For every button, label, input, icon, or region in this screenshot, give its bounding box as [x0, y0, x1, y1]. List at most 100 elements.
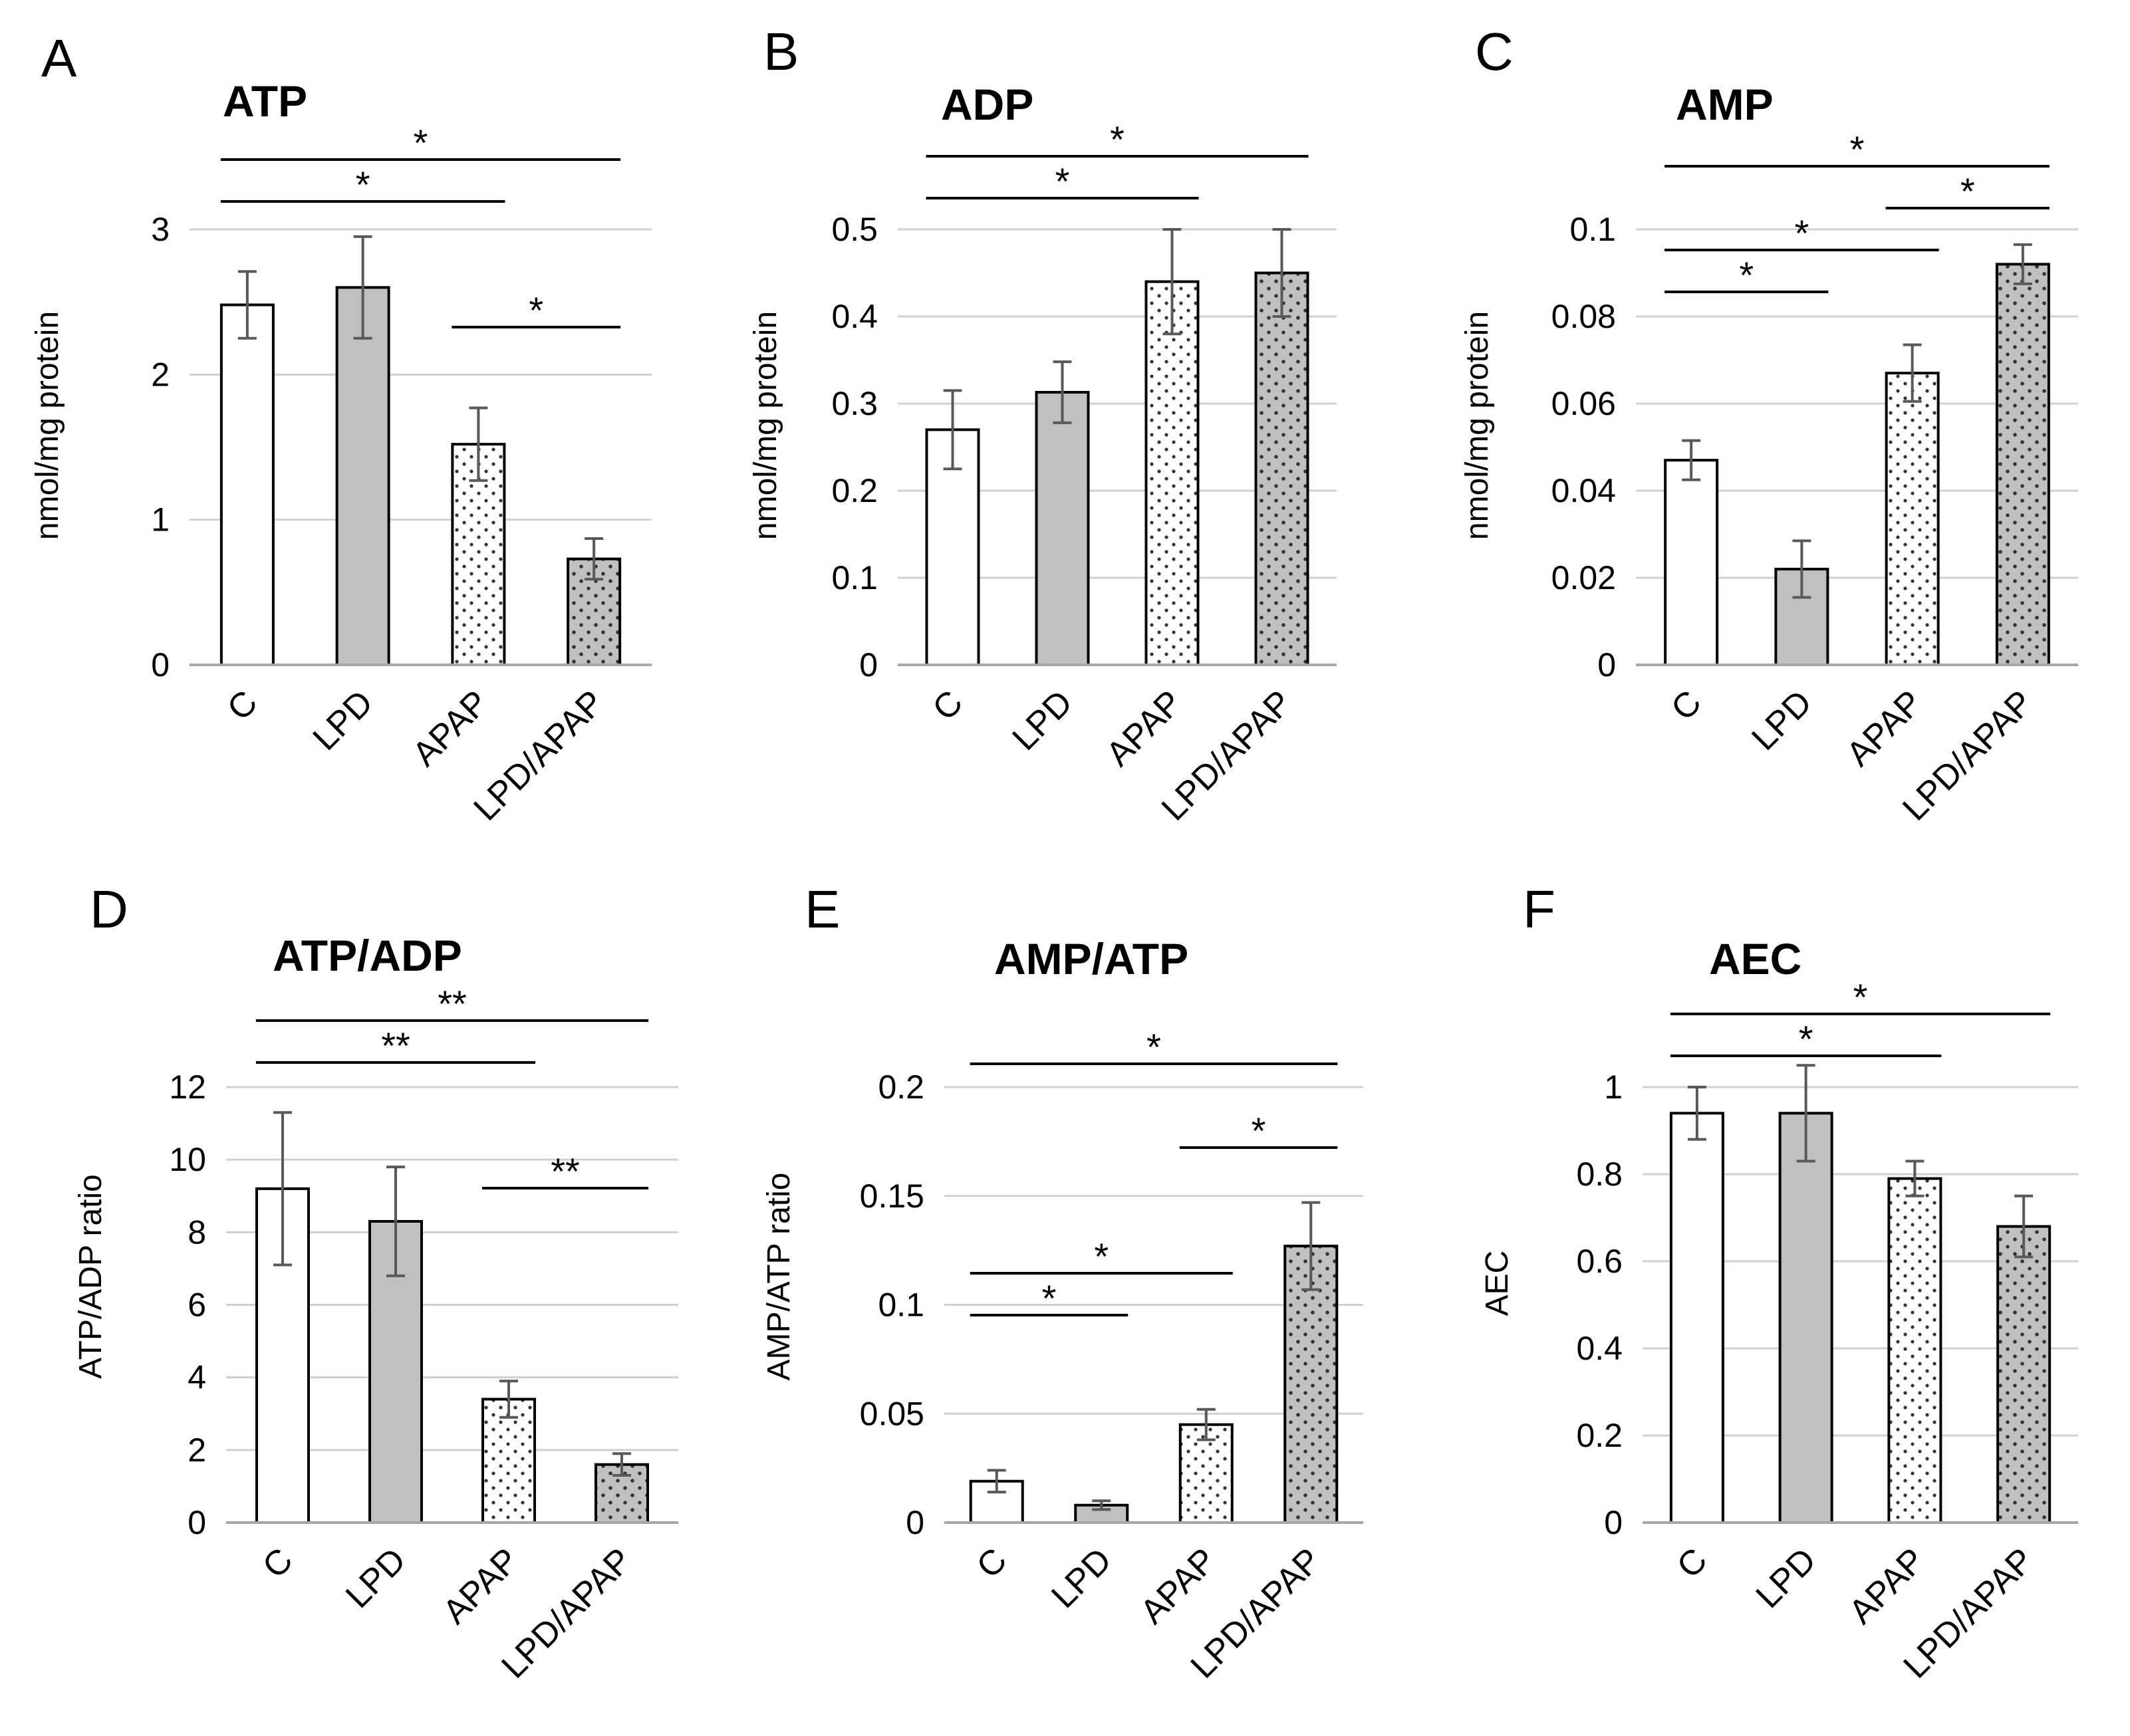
panel-letter: D — [90, 880, 128, 939]
significance-label: * — [1094, 1235, 1109, 1277]
bar — [1778, 1112, 1833, 1525]
chart-title: ATP — [223, 76, 307, 126]
y-tick-label: 0.2 — [1576, 1417, 1623, 1454]
y-tick-label: 0.8 — [1576, 1156, 1623, 1193]
significance-label: * — [1110, 118, 1125, 160]
x-category-label: APAP — [436, 1541, 526, 1631]
y-tick-label: 4 — [188, 1359, 206, 1396]
x-category-label: C — [970, 1541, 1015, 1586]
y-axis-label: nmol/mg protein — [1460, 311, 1495, 540]
bar — [1995, 263, 2050, 666]
y-tick-label: 0 — [1604, 1504, 1623, 1541]
significance-label: * — [1252, 1110, 1266, 1152]
y-tick-label: 0 — [1597, 646, 1616, 683]
bar — [1035, 390, 1090, 666]
y-axis-label: ATP/ADP ratio — [73, 1174, 108, 1379]
significance-label: * — [414, 122, 428, 164]
y-tick-label: 12 — [169, 1068, 206, 1106]
bar — [1669, 1112, 1724, 1525]
y-axis-label: nmol/mg protein — [30, 311, 65, 540]
significance-label: * — [1960, 170, 1975, 212]
y-tick-label: 10 — [169, 1141, 206, 1178]
bar — [335, 286, 390, 667]
chart-panel-e: E AMP/ATP 0 0.05 0.1 0.15 0.2 AMP/ATP ratio C LPD… — [761, 880, 1363, 1686]
panel-letter: C — [1475, 22, 1514, 81]
chart-panel-b: B ADP 0 0.1 0.2 0.3 0.4 0.5 nmol/mg protein C LPD A… — [748, 22, 1337, 828]
y-tick-label: 0.02 — [1551, 559, 1616, 596]
y-tick-label: 0.1 — [878, 1287, 924, 1324]
y-tick-label: 0 — [906, 1504, 924, 1541]
y-tick-label: 0 — [859, 646, 878, 683]
x-category-label: APAP — [1839, 683, 1930, 773]
y-tick-label: 0.06 — [1551, 385, 1616, 422]
significance-label: * — [1853, 976, 1868, 1018]
x-category-label: C — [220, 683, 265, 728]
y-axis-label: nmol/mg protein — [748, 311, 783, 540]
chart-panel-c: C AMP 0 0.02 0.04 0.06 0.08 0.1 nmol/mg protein C… — [1460, 22, 2078, 828]
y-tick-label: 0.6 — [1576, 1243, 1623, 1280]
y-tick-label: 0 — [151, 646, 170, 683]
x-category-label: APAP — [1841, 1541, 1932, 1631]
y-tick-label: 0.2 — [831, 472, 878, 509]
x-category-label: LPD — [1744, 683, 1819, 758]
x-category-label: APAP — [1133, 1541, 1224, 1631]
y-tick-label: 0.3 — [831, 385, 878, 422]
bar — [219, 303, 275, 666]
y-tick-label: 0.4 — [1576, 1330, 1623, 1367]
y-tick-label: 2 — [151, 356, 170, 393]
y-tick-label: 0 — [188, 1504, 206, 1541]
x-category-label: LPD — [1005, 683, 1080, 758]
chart-title: AMP/ATP — [994, 934, 1188, 983]
y-tick-label: 1 — [1604, 1068, 1623, 1106]
significance-label: * — [1799, 1018, 1813, 1060]
significance-label: * — [1146, 1026, 1161, 1068]
y-tick-label: 0.1 — [831, 559, 878, 596]
chart-title: ATP/ADP — [273, 931, 462, 980]
y-tick-label: 0.05 — [860, 1395, 924, 1432]
y-tick-label: 0.1 — [1569, 211, 1616, 248]
bar — [1254, 271, 1309, 666]
y-tick-label: 0.5 — [831, 211, 878, 248]
x-category-label: C — [1664, 683, 1709, 728]
y-tick-label: 1 — [151, 501, 170, 539]
significance-label: * — [529, 289, 543, 331]
panel-letter: A — [41, 29, 77, 88]
significance-label: ** — [438, 983, 467, 1025]
chart-title: AEC — [1709, 934, 1801, 983]
y-tick-label: 0.4 — [831, 298, 878, 335]
panel-letter: B — [763, 22, 799, 81]
y-tick-label: 0.04 — [1551, 472, 1616, 509]
y-tick-label: 8 — [188, 1213, 206, 1251]
significance-label: * — [1042, 1277, 1057, 1319]
x-category-label: LPD — [1749, 1541, 1824, 1616]
panel-letter: E — [805, 880, 840, 939]
significance-label: * — [1794, 212, 1809, 254]
chart-title: AMP — [1676, 80, 1774, 129]
x-category-label: C — [1670, 1541, 1715, 1586]
x-category-label: APAP — [405, 683, 495, 773]
y-tick-label: 3 — [151, 211, 170, 248]
bar — [1144, 280, 1200, 667]
y-tick-label: 6 — [188, 1287, 206, 1324]
significance-label: * — [1739, 254, 1754, 296]
x-category-label: LPD — [338, 1541, 414, 1616]
significance-label: ** — [551, 1150, 580, 1192]
x-category-label: APAP — [1099, 683, 1190, 773]
y-tick-label: 0.08 — [1551, 298, 1616, 335]
bar — [1887, 1177, 1942, 1525]
x-category-label: C — [255, 1541, 301, 1586]
significance-label: * — [356, 164, 370, 205]
x-category-label: C — [925, 683, 970, 728]
panel-letter: F — [1523, 880, 1555, 939]
significance-label: * — [1850, 128, 1865, 170]
x-category-label: LPD — [1044, 1541, 1119, 1616]
chart-title: ADP — [941, 80, 1033, 129]
y-tick-label: 0.2 — [878, 1068, 924, 1106]
significance-label: * — [1055, 160, 1070, 202]
bar — [1996, 1225, 2052, 1524]
significance-label: ** — [381, 1025, 410, 1066]
